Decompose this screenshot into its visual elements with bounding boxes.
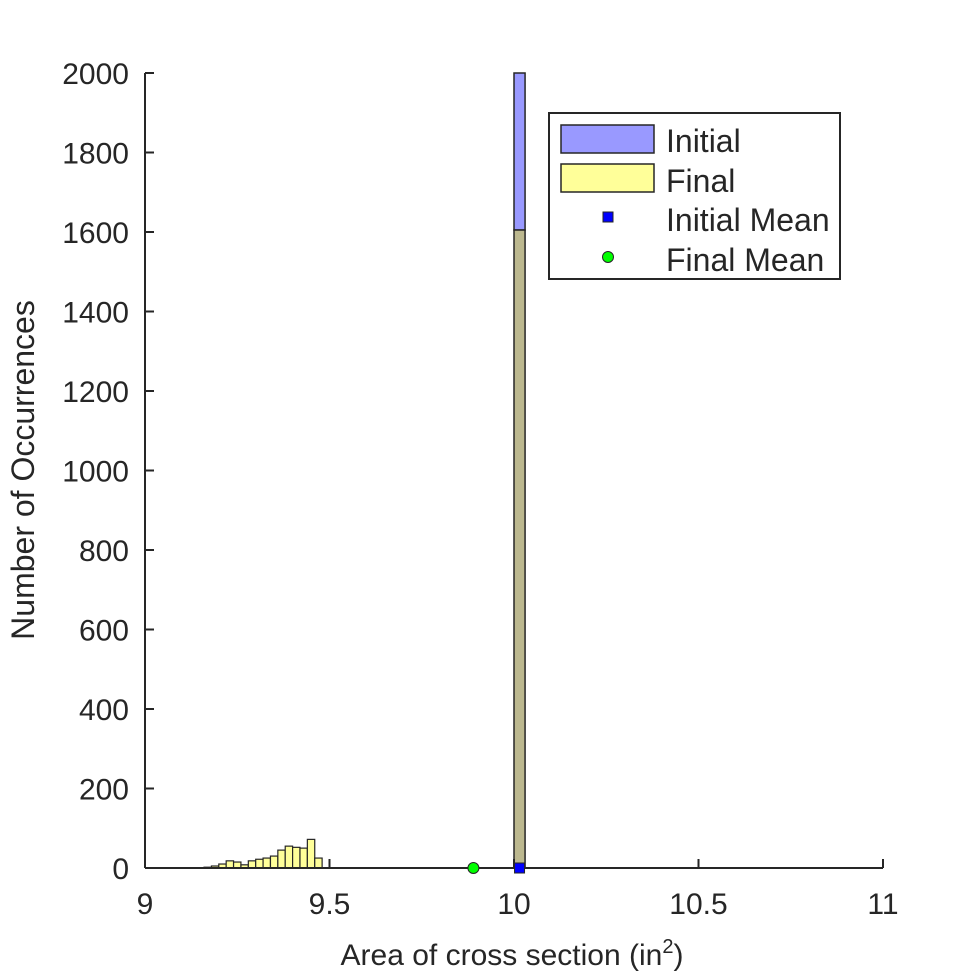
y-tick-label: 800: [79, 535, 129, 568]
x-axis-label-main: Area of cross section (in: [341, 939, 663, 972]
bar-final: [306, 838, 316, 869]
axes-layer: 9 9.5 10 10.5 11 0 200 400 600 800 1000 1200 1400 160…: [62, 58, 898, 921]
legend-swatch-final: [560, 163, 655, 193]
bar-final: [262, 857, 272, 869]
x-axis-label: Area of cross section (in2): [341, 936, 684, 972]
initial-mean-marker: [514, 862, 526, 874]
y-tick-label: 1400: [62, 297, 129, 330]
y-tick-label: 1000: [62, 456, 129, 489]
bar-final: [292, 846, 301, 869]
x-tick-label: 9: [137, 888, 154, 921]
bar-final: [314, 857, 323, 869]
legend-marker-initial-mean: [602, 211, 614, 223]
legend-label-final-mean: Final Mean: [666, 242, 824, 278]
legend: Initial Final Initial Mean Final Mean: [548, 112, 841, 280]
bar-final: [255, 858, 264, 869]
y-tick-label: 2000: [62, 58, 129, 91]
bar-final: [225, 860, 235, 869]
legend-marker-final-mean: [602, 251, 614, 263]
x-tick-label: 11: [867, 888, 898, 921]
y-tick-label: 1600: [62, 217, 129, 250]
bar-final: [277, 849, 286, 869]
y-tick-label: 1200: [62, 376, 129, 409]
bar-final: [299, 847, 308, 869]
legend-label-initial-mean: Initial Mean: [666, 202, 830, 238]
bar-initial: [513, 72, 526, 231]
mean-markers-layer: [467, 862, 526, 874]
y-tick-label: 400: [79, 694, 129, 727]
y-tick-label: 0: [112, 853, 129, 886]
legend-label-initial: Initial: [666, 123, 741, 159]
bar-final: [284, 845, 294, 869]
y-axis-label: Number of Occurrences: [5, 300, 41, 640]
y-tick-label: 200: [79, 774, 129, 807]
bar-final: [247, 860, 257, 869]
x-axis-label-superscript: 2: [662, 936, 673, 958]
x-tick-label: 10.5: [669, 888, 727, 921]
final-mean-marker: [467, 862, 480, 874]
x-axis-label-suffix: ): [673, 939, 683, 972]
legend-swatch-initial: [560, 124, 655, 154]
y-tick-label: 1800: [62, 138, 129, 171]
bar-final: [269, 855, 279, 869]
y-tick-label: 600: [79, 615, 129, 648]
bar-overlap: [513, 229, 526, 869]
x-tick-label: 9.5: [309, 888, 351, 921]
legend-label-final: Final: [666, 163, 735, 199]
x-tick-label: 10: [497, 888, 530, 921]
bars-layer: [203, 72, 526, 869]
